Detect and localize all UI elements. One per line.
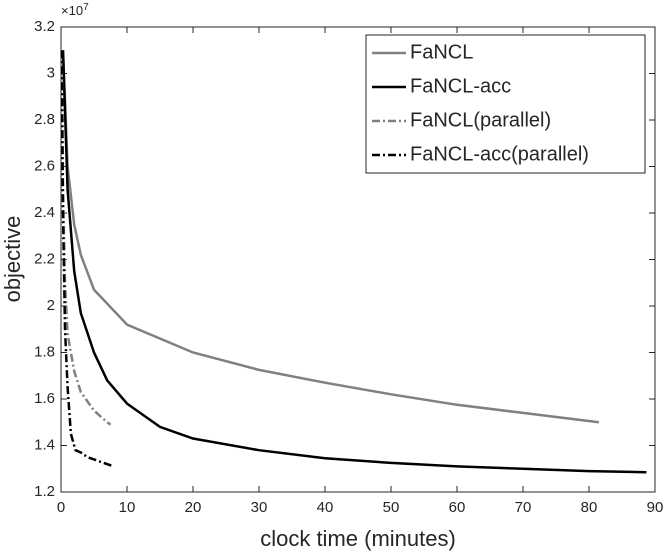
- series-line: [60, 50, 112, 426]
- x-tick-label: 90: [647, 499, 664, 516]
- series-line: [60, 50, 115, 468]
- y-tick-label: 1.8: [34, 343, 55, 360]
- y-tick-label: 2.4: [34, 204, 55, 221]
- y-tick-label: 2.6: [34, 157, 55, 174]
- legend-box: [365, 34, 646, 174]
- x-axis-label: clock time (minutes): [260, 526, 456, 551]
- legend-label: FaNCL-acc(parallel): [410, 143, 589, 165]
- x-tick-label: 0: [57, 499, 65, 516]
- legend-label: FaNCL: [410, 41, 473, 63]
- x-tick-label: 10: [119, 499, 136, 516]
- y-tick-label: 3: [47, 64, 55, 81]
- x-tick-label: 20: [185, 499, 202, 516]
- x-tick-label: 60: [449, 499, 466, 516]
- y-tick-label: 1.4: [34, 436, 55, 453]
- x-tick-label: 50: [383, 499, 400, 516]
- y-axis-label: objective: [0, 216, 25, 303]
- y-tick-label: 3.2: [34, 18, 55, 35]
- y-tick-label: 2.2: [34, 250, 55, 267]
- legend-label: FaNCL-acc: [410, 75, 511, 97]
- series-line: [61, 50, 647, 474]
- y-scale-label: ×107: [61, 2, 89, 19]
- y-tick-label: 2: [47, 297, 55, 314]
- y-tick-label: 1.6: [34, 390, 55, 407]
- x-tick-label: 70: [515, 499, 532, 516]
- x-tick-label: 80: [581, 499, 598, 516]
- y-tick-label: 2.8: [34, 111, 55, 128]
- legend-label: FaNCL(parallel): [410, 109, 551, 131]
- y-scale-exponent: 7: [83, 2, 89, 13]
- series-line: [61, 50, 600, 424]
- y-tick-label: 1.2: [34, 483, 55, 500]
- x-tick-label: 30: [251, 499, 268, 516]
- x-tick-label: 40: [317, 499, 334, 516]
- y-scale-base: ×10: [61, 3, 83, 18]
